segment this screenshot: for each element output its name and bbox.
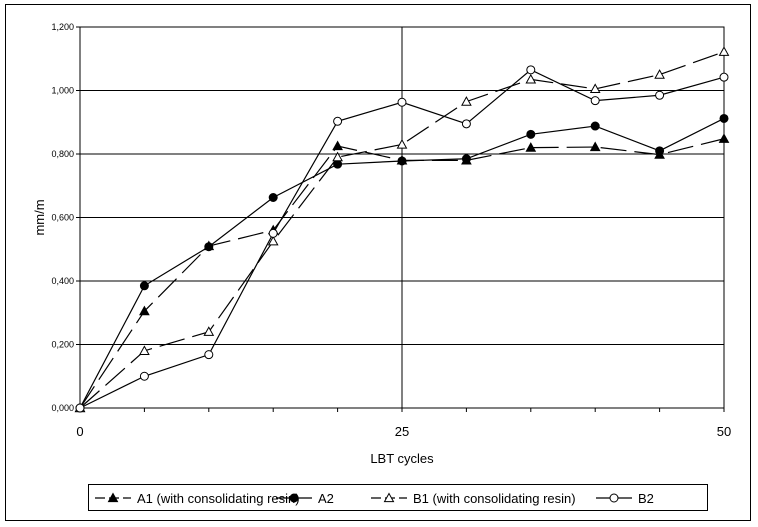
legend-label: A2: [318, 491, 334, 506]
data-point: [589, 83, 601, 94]
x-axis-ticks: 0 25 50: [76, 408, 731, 439]
data-point: [461, 119, 471, 129]
y-tick-label: 0,600: [51, 213, 74, 223]
x-tick-label: 50: [717, 424, 731, 439]
x-tick-label: 0: [76, 424, 83, 439]
legend-marker: [289, 493, 299, 503]
data-point: [590, 96, 600, 106]
y-tick-label: 1,000: [51, 86, 74, 96]
y-tick-label: 0,000: [51, 403, 74, 413]
legend-label: B2: [638, 491, 654, 506]
data-point: [461, 96, 472, 106]
chart-frame: [5, 4, 751, 521]
legend-entries: A1 (with consolidating resin) A2 B1 (with …: [95, 491, 654, 506]
legend-entry: B1 (with consolidating resin): [371, 491, 576, 506]
data-point: [396, 138, 408, 149]
data-point: [718, 46, 730, 56]
data-point: [268, 192, 278, 202]
legend-label: A1 (with consolidating resin): [137, 491, 300, 506]
y-axis-ticks: 0,000 0,200 0,400 0,600 0,800 1,000 1,200: [51, 22, 80, 413]
data-point: [139, 305, 150, 316]
data-point: [139, 345, 150, 355]
y-tick-label: 0,200: [51, 340, 74, 350]
legend-label: B1 (with consolidating resin): [413, 491, 576, 506]
data-point: [139, 281, 149, 291]
data-point: [589, 141, 601, 152]
legend-marker: [107, 492, 119, 503]
y-tick-label: 0,800: [51, 149, 74, 159]
series-4: [75, 65, 729, 413]
data-point: [525, 73, 537, 84]
y-tick-label: 0,400: [51, 276, 74, 286]
data-point: [719, 72, 729, 82]
data-point: [203, 326, 215, 336]
data-point: [526, 129, 536, 139]
legend-marker: [609, 493, 619, 503]
data-point: [397, 97, 407, 107]
data-point: [267, 235, 279, 246]
legend-entry: B2: [596, 491, 654, 506]
data-point: [332, 140, 343, 151]
data-point: [525, 142, 537, 152]
data-point: [75, 403, 85, 413]
data-point: [655, 90, 665, 100]
data-point: [655, 146, 665, 156]
data-point: [397, 156, 407, 166]
x-axis-title: LBT cycles: [370, 451, 434, 466]
legend-marker: [383, 492, 395, 503]
x-tick-label: 25: [395, 424, 409, 439]
data-point: [526, 65, 536, 75]
series-2: [75, 113, 729, 413]
data-point: [718, 133, 730, 143]
y-tick-label: 1,200: [51, 22, 74, 32]
legend-entry: A1 (with consolidating resin): [95, 491, 300, 506]
data-point: [461, 154, 471, 164]
data-point: [719, 113, 729, 123]
data-point: [139, 371, 149, 381]
legend: A1 (with consolidating resin) A2 B1 (with …: [88, 484, 708, 511]
data-point: [590, 121, 600, 131]
y-axis-title: mm/m: [32, 199, 47, 235]
data-point: [204, 242, 214, 252]
grid-lines: [80, 27, 724, 408]
series-layer: [74, 46, 730, 413]
legend-entry: A2: [276, 491, 334, 506]
data-point: [333, 116, 343, 126]
data-point: [204, 350, 214, 360]
series-line: [79, 51, 725, 409]
data-point: [654, 69, 665, 79]
data-point: [332, 151, 343, 162]
data-point: [268, 228, 278, 238]
